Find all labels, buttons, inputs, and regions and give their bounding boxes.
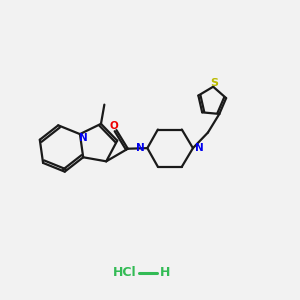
Text: H: H: [160, 266, 170, 280]
Text: HCl: HCl: [113, 266, 136, 280]
Text: N: N: [79, 133, 88, 143]
Text: S: S: [211, 78, 219, 88]
Text: O: O: [110, 121, 118, 130]
Text: N: N: [195, 142, 204, 152]
Text: N: N: [136, 142, 145, 152]
